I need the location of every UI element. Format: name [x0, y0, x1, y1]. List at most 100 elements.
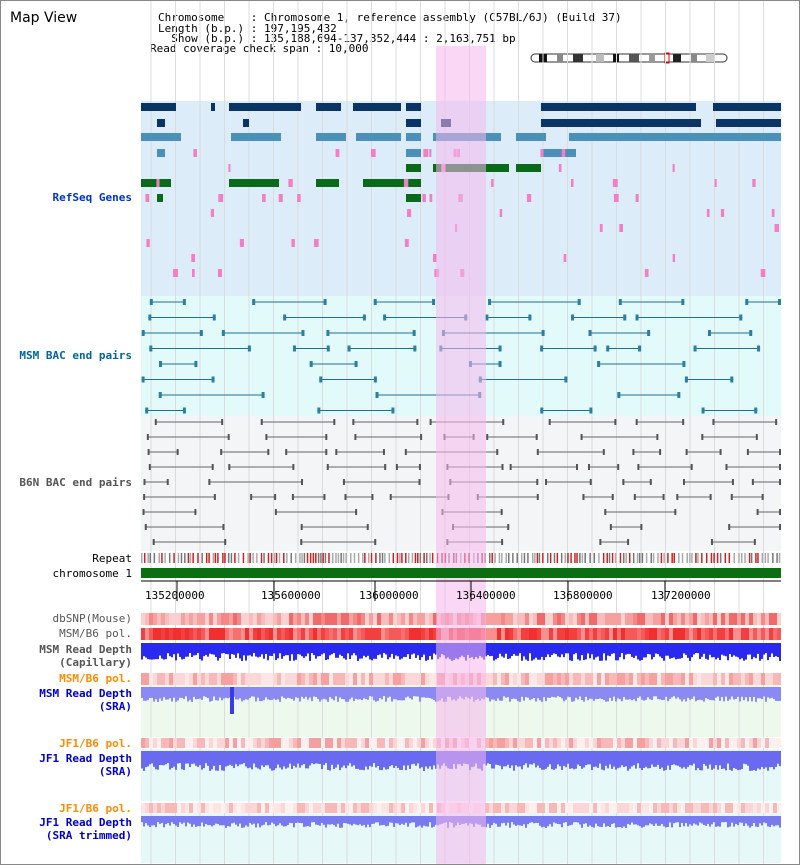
track-label-b6n-bac[interactable]: B6N BAC end pairs — [19, 476, 132, 489]
msm-capillary-depth-bar — [635, 643, 637, 656]
track-label-jf1-b6-pol-2[interactable]: JF1/B6 pol. — [59, 802, 132, 815]
msm-capillary-depth-bar — [423, 643, 425, 655]
jf1-trimmed-depth-bar — [169, 816, 171, 826]
msm-capillary-depth-bar — [597, 643, 599, 657]
track-label-msm-b6-pol-2[interactable]: MSM/B6 pol. — [59, 672, 132, 685]
track-label-msm-depth-capillary[interactable]: MSM Read Depth — [39, 643, 132, 656]
jf1-trimmed-depth-bar — [537, 816, 539, 823]
msm-pol-2-cell — [397, 673, 401, 685]
jf1-sra-depth-bar — [407, 751, 409, 766]
msm-pol-2-cell — [573, 673, 577, 685]
chromosome-info: Chromosome : Chromosome 1, reference ass… — [158, 11, 622, 24]
repeat-element — [362, 553, 364, 563]
dbsnp-cell — [421, 613, 425, 625]
jf1-trimmed-depth-bar — [501, 816, 503, 824]
msm-pol-2-cell — [517, 673, 521, 685]
msm-capillary-depth-bar — [723, 643, 725, 656]
repeat-element — [237, 553, 240, 563]
dbsnp-cell — [169, 613, 173, 625]
track-label-msm-bac[interactable]: MSM BAC end pairs — [19, 349, 132, 362]
jf1-pol-2-cell — [381, 803, 385, 813]
jf1-pol-cell — [205, 738, 209, 748]
repeat-element — [270, 553, 273, 563]
dbsnp-cell — [333, 613, 337, 625]
jf1-pol-cell — [557, 738, 561, 748]
track-label-jf1-b6-pol[interactable]: JF1/B6 pol. — [59, 737, 132, 750]
jf1-pol-2-cell — [765, 803, 769, 813]
jf1-trimmed-depth-bar — [773, 816, 775, 827]
msm-pol-cell — [157, 628, 161, 640]
msm-capillary-depth-bar — [557, 643, 559, 657]
msm-sra-depth-bar — [281, 687, 283, 697]
msm-capillary-depth-bar — [317, 643, 319, 657]
repeat-element — [153, 553, 156, 563]
dbsnp-cell — [293, 613, 297, 625]
jf1-pol-2-cell — [501, 803, 505, 813]
jf1-pol-2-cell — [557, 803, 561, 813]
jf1-pol-cell — [493, 738, 497, 748]
jf1-trimmed-depth-bar — [239, 816, 241, 824]
msm-sra-depth-bar — [713, 687, 715, 701]
track-label-jf1-depth-trimmed[interactable]: JF1 Read Depth — [39, 816, 132, 829]
jf1-sra-depth-bar — [729, 751, 731, 770]
jf1-pol-2-cell — [253, 803, 257, 813]
jf1-trimmed-depth-bar — [175, 816, 177, 826]
jf1-sra-depth-bar — [219, 751, 221, 765]
b6n-bac-end — [166, 479, 169, 485]
jf1-sra-depth-bar — [569, 751, 571, 769]
gene-feature-minor — [558, 164, 562, 172]
jf1-pol-2-cell — [769, 803, 773, 813]
track-label-dbsnp[interactable]: dbSNP(Mouse) — [52, 612, 132, 625]
msm-sra-depth-bar — [593, 687, 595, 701]
b6n-bac-end — [656, 434, 659, 440]
msm-bac-end — [589, 407, 593, 414]
jf1-pol-cell — [581, 738, 585, 748]
msm-capillary-depth-bar — [695, 643, 697, 654]
track-label-jf1-depth-sra[interactable]: JF1 Read Depth — [39, 752, 132, 765]
repeat-element — [697, 553, 699, 563]
jf1-sra-depth-bar — [667, 751, 669, 766]
jf1-sra-depth-bar — [491, 751, 493, 769]
msm-pol-cell — [509, 628, 513, 640]
msm-capillary-depth-bar — [749, 643, 751, 655]
msm-pol-2-cell — [333, 673, 337, 685]
track-label-refseq[interactable]: RefSeq Genes — [52, 191, 132, 204]
jf1-trimmed-depth-bar — [275, 816, 277, 827]
msm-bac-end — [375, 392, 379, 398]
msm-capillary-depth-bar — [405, 643, 407, 658]
dbsnp-cell — [233, 613, 237, 625]
msm-sra-depth-bar — [157, 687, 159, 702]
repeat-element — [392, 553, 395, 563]
msm-sra-depth-bar — [255, 687, 257, 702]
track-label-msm-depth-capillary-sub: (Capillary) — [59, 656, 132, 669]
msm-capillary-depth-bar — [345, 643, 347, 660]
msm-bac-end — [618, 299, 622, 305]
track-label-msm-depth-sra[interactable]: MSM Read Depth — [39, 687, 132, 700]
jf1-sra-depth-bar — [305, 751, 307, 769]
jf1-pol-2-cell — [761, 803, 765, 813]
b6n-bac-end — [144, 524, 147, 530]
b6n-bac-end — [342, 479, 345, 485]
msm-pol-cell — [561, 628, 565, 640]
jf1-trimmed-depth-bar — [149, 816, 151, 828]
repeat-element — [619, 553, 622, 563]
msm-sra-depth-bar — [403, 687, 405, 701]
msm-sra-depth-bar — [303, 687, 305, 699]
jf1-pol-cell — [569, 738, 573, 748]
jf1-trimmed-depth-bar — [719, 816, 721, 827]
b6n-bac-end — [374, 539, 377, 545]
msm-sra-depth-bar — [551, 687, 553, 697]
msm-capillary-depth-bar — [681, 643, 683, 658]
b6n-bac-end — [152, 539, 155, 545]
msm-sra-depth-bar — [529, 687, 531, 700]
msm-sra-depth-bar — [711, 687, 713, 701]
msm-capillary-depth-bar — [291, 643, 293, 655]
track-label-chromosome[interactable]: chromosome 1 — [52, 567, 132, 580]
selected-region-highlight[interactable] — [436, 46, 486, 864]
track-label-repeat[interactable]: Repeat — [92, 552, 132, 565]
msm-capillary-depth-bar — [641, 643, 643, 660]
track-features[interactable] — [141, 103, 781, 828]
track-label-msm-b6-pol[interactable]: MSM/B6 pol. — [59, 627, 132, 640]
chromosome-ideogram[interactable] — [530, 52, 728, 64]
